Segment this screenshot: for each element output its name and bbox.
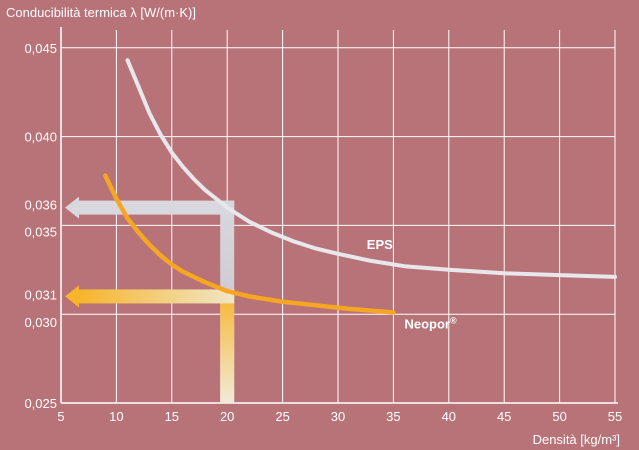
reading-arrow-head — [65, 285, 79, 308]
series-line-eps — [125, 58, 617, 279]
y-tick-label-1: 0,030 — [24, 315, 57, 330]
y-tick-label-0: 0,025 — [24, 396, 57, 411]
reading-arrow-horizontal-shaft — [79, 289, 235, 304]
reading-arrow-horizontal-shaft — [79, 200, 235, 215]
grid — [61, 30, 616, 403]
y-tick-label-2: 0,031 — [24, 287, 57, 302]
axes — [60, 27, 618, 404]
series-line-neopor — [103, 173, 396, 315]
x-tick-label-10: 10 — [109, 409, 123, 424]
x-tick-label-40: 40 — [442, 409, 456, 424]
y-tick-label-5: 0,040 — [24, 130, 57, 145]
x-tick-label-45: 45 — [497, 409, 511, 424]
y-tick-label-3: 0,035 — [24, 224, 57, 239]
y-tick-label-6: 0,045 — [24, 41, 57, 56]
reading-arrow-vertical-shaft — [220, 289, 235, 403]
reading-arrow-neopor — [65, 285, 235, 403]
tick-labels: 5 10 15 20 25 30 35 40 45 50 55 0,025 0,030 0,031 0,03… — [24, 41, 622, 424]
x-tick-label-55: 55 — [608, 409, 622, 424]
x-tick-label-15: 15 — [165, 409, 179, 424]
x-tick-label-20: 20 — [220, 409, 234, 424]
reading-arrows — [65, 196, 235, 403]
y-axis-label: Conducibilità termica λ [W/(m·K)] — [6, 5, 196, 20]
series-label-eps: EPS — [367, 237, 393, 252]
x-tick-label-35: 35 — [386, 409, 400, 424]
series-label-registered-mark: ® — [450, 315, 457, 325]
x-tick-label-50: 50 — [552, 409, 566, 424]
x-tick-label-30: 30 — [331, 409, 345, 424]
x-tick-label-5: 5 — [57, 409, 64, 424]
y-tick-label-4: 0,036 — [24, 198, 57, 213]
x-tick-label-25: 25 — [275, 409, 289, 424]
x-axis-label: Densità [kg/m³] — [533, 432, 620, 447]
series-label-neopor: Neopor® — [404, 315, 457, 331]
reading-arrow-head — [65, 196, 79, 219]
series: EPS Neopor® — [103, 58, 617, 331]
